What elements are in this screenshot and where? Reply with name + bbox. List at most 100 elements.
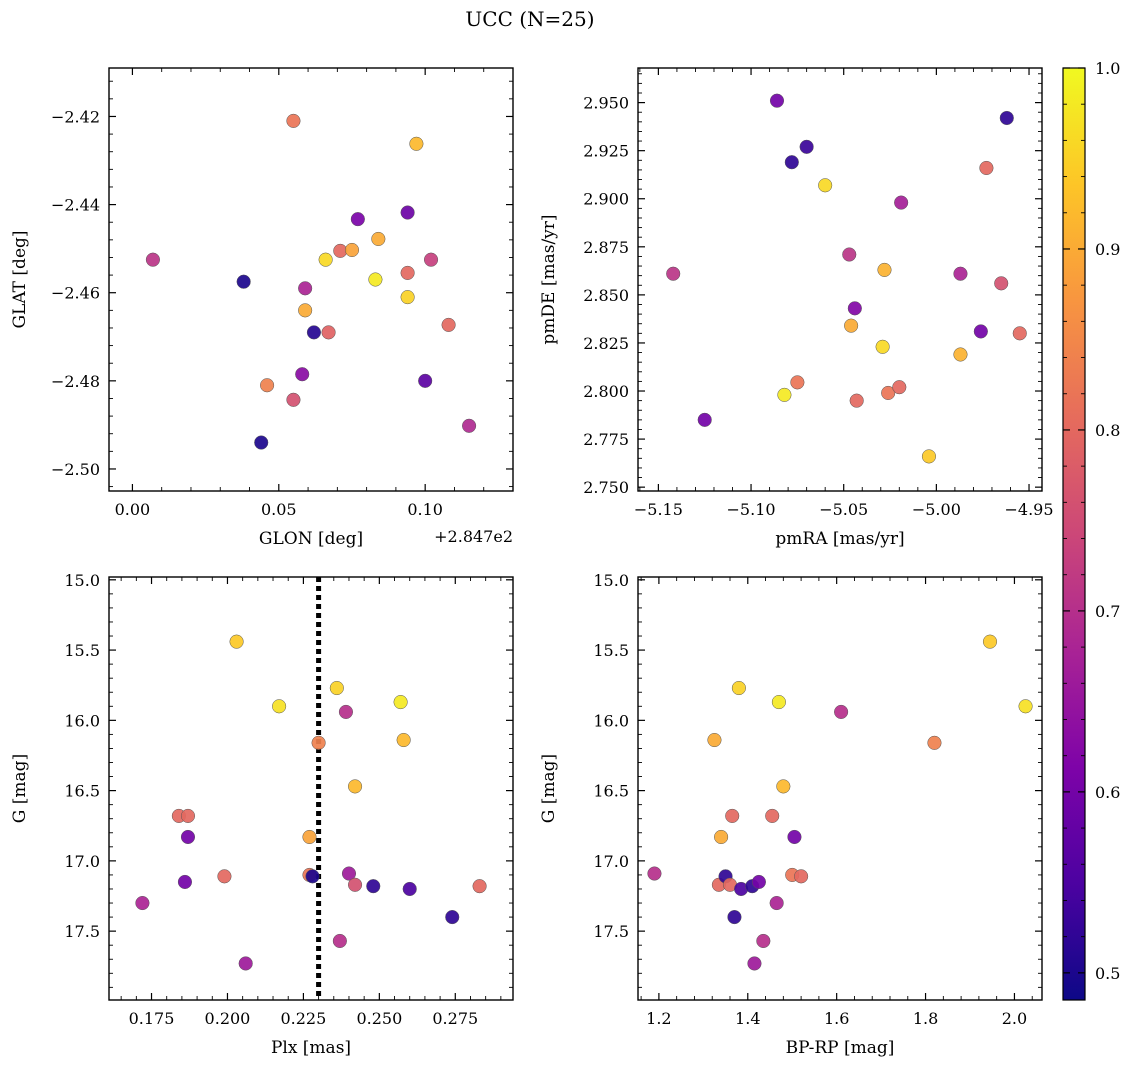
scatter-point: [973, 324, 988, 339]
scatter-point: [894, 195, 909, 210]
y-tick-label: 2.800: [583, 382, 629, 401]
scatter-point: [647, 866, 662, 881]
scatter-point: [238, 956, 253, 971]
y-tick-label: 15.5: [593, 641, 629, 660]
scatter-point: [818, 178, 833, 193]
scatter-point: [769, 895, 784, 911]
x-tick-label: −4.95: [1005, 500, 1054, 519]
x-tick-label: −5.10: [727, 500, 776, 519]
x-tick-label: 0.200: [205, 1009, 251, 1028]
scatter-point: [953, 266, 968, 281]
scatter-point: [794, 869, 809, 884]
scatter-point: [298, 303, 313, 318]
scatter-point: [731, 680, 746, 696]
y-axis-label: pmDE [mas/yr]: [539, 214, 559, 344]
colorbar-tick-label: 0.6: [1095, 783, 1120, 802]
scatter-point: [180, 829, 196, 845]
axes-frame: [637, 576, 1043, 1001]
x-axis-label: Plx [mas]: [271, 1038, 351, 1058]
x-tick-label: 0.10: [407, 500, 443, 519]
scatter-point: [229, 634, 244, 649]
scatter-point: [311, 735, 326, 750]
scatter-point: [979, 160, 994, 176]
y-tick-label: −2.46: [51, 284, 100, 303]
scatter-point: [999, 110, 1014, 126]
y-tick-label: 2.900: [583, 190, 629, 209]
colorbar-tick-label: 0.7: [1095, 602, 1120, 621]
scatter-point: [799, 139, 814, 154]
scatter-point: [927, 735, 942, 750]
y-tick-label: 15.0: [64, 571, 100, 590]
x-tick-label: −5.15: [634, 500, 683, 519]
scatter-point: [714, 829, 729, 845]
colorbar-tick-label: 0.8: [1095, 421, 1120, 440]
x-tick-label: 1.6: [824, 1009, 849, 1028]
x-tick-label: 0.05: [261, 500, 297, 519]
x-axis-label: GLON [deg]: [259, 529, 363, 549]
scatter-point: [423, 252, 439, 267]
scatter-point: [751, 874, 766, 890]
scatter-point: [472, 879, 487, 894]
scatter-point: [445, 910, 460, 925]
scatter-point: [409, 136, 424, 151]
scatter-point: [396, 732, 411, 748]
y-tick-label: 16.5: [593, 782, 629, 801]
x-tick-label: 1.2: [646, 1009, 671, 1028]
y-tick-label: 17.5: [64, 922, 100, 941]
x-tick-label: −5.00: [912, 500, 961, 519]
x-tick-label: 1.4: [735, 1009, 760, 1028]
scatter-point: [777, 387, 792, 402]
scatter-point: [180, 808, 196, 823]
y-tick-label: 2.950: [583, 94, 629, 113]
y-tick-label: 17.0: [593, 852, 629, 871]
scatter-point: [418, 373, 433, 388]
scatter-point: [784, 155, 799, 170]
scatter-point: [787, 829, 802, 845]
scatter-point: [725, 808, 740, 823]
y-tick-label: −2.50: [51, 460, 100, 479]
scatter-point: [847, 301, 862, 316]
y-tick-label: −2.42: [51, 107, 100, 126]
scatter-point: [338, 704, 353, 719]
scatter-point: [790, 375, 805, 390]
x-tick-label: 0.275: [432, 1009, 478, 1028]
scatter-point: [254, 435, 269, 450]
scatter-point: [400, 290, 415, 305]
colorbar-ticks: 0.5 0.6 0.7 0.8 0.9 1.0: [1063, 59, 1120, 983]
scatter-point: [765, 808, 780, 823]
scatter-point: [842, 247, 857, 262]
scatter-point: [994, 276, 1009, 291]
colorbar-tick-label: 1.0: [1095, 59, 1120, 78]
scatter-point: [666, 266, 681, 281]
figure-title: UCC (N=25): [465, 7, 594, 31]
x-tick-label: 0.175: [129, 1009, 175, 1028]
x-tick-label: 0.00: [115, 500, 151, 519]
x-tick-label: 2.0: [1002, 1009, 1027, 1028]
scatter-point: [400, 265, 415, 280]
scatter-point: [347, 779, 363, 794]
scatter-point: [771, 695, 786, 710]
x-tick-label: 1.8: [913, 1009, 938, 1028]
axes-frame: [108, 576, 514, 1001]
axes-frame: [637, 67, 1043, 492]
colorbar-gradient: [1062, 67, 1086, 1001]
y-axis-label: GLAT [deg]: [10, 230, 30, 328]
scatter-point: [371, 231, 386, 247]
scatter-point: [347, 877, 363, 892]
y-axis-label: G [mag]: [10, 754, 30, 823]
scatter-point: [286, 113, 301, 128]
scatter-point: [982, 634, 998, 649]
panel-bprp-g: 1.2 1.4 1.6 1.8 2.0 15.0 15.5 16.0 16.5 17.0 17.5 B…: [539, 571, 1043, 1058]
y-tick-label: 2.750: [583, 478, 629, 497]
scatter-point: [344, 242, 360, 258]
scatter-point: [350, 212, 365, 227]
scatter-point: [286, 392, 301, 407]
scatter-point: [321, 325, 336, 340]
y-tick-label: 2.775: [583, 430, 629, 449]
y-tick-label: 2.925: [583, 142, 629, 161]
colorbar-tick-label: 0.5: [1095, 964, 1120, 983]
scatter-point: [402, 881, 417, 897]
scatter-point: [400, 205, 415, 220]
y-tick-label: 15.5: [64, 641, 100, 660]
